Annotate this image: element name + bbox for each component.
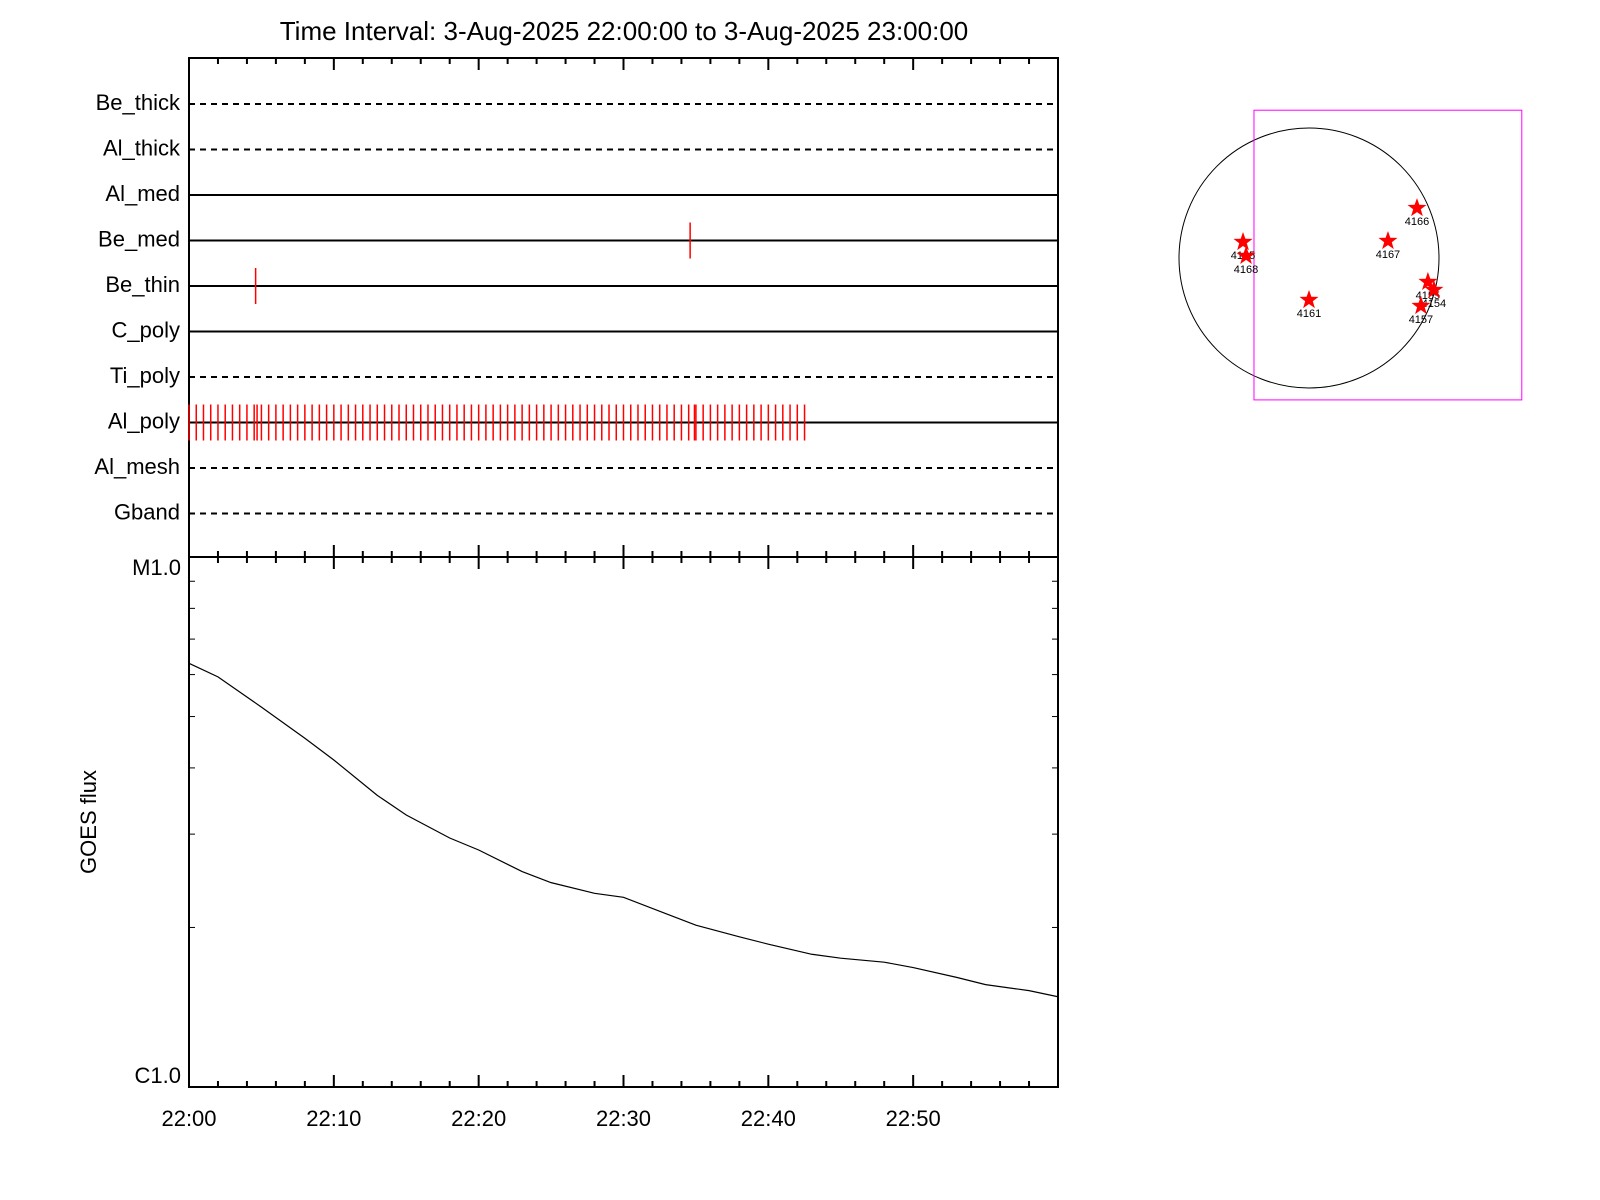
row-label: Be_thin (105, 272, 180, 297)
x-tick-label: 22:20 (451, 1106, 506, 1131)
y-axis-label: GOES flux (76, 770, 101, 874)
x-tick-label: 22:00 (161, 1106, 216, 1131)
goes-line (188, 662, 1059, 998)
x-tick-label: 22:40 (741, 1106, 796, 1131)
region-marker (1424, 280, 1444, 299)
x-tick-label: 22:30 (596, 1106, 651, 1131)
row-label: Al_med (105, 181, 180, 206)
region-marker (1233, 232, 1253, 251)
region-label: 4166 (1405, 216, 1429, 228)
region-label: 4167 (1376, 249, 1400, 261)
y-tick-label: C1.0 (135, 1063, 181, 1088)
field-of-view (1253, 109, 1523, 401)
region-label: 4157 (1409, 314, 1433, 326)
region-label: 4168 (1234, 264, 1258, 276)
chart-title: Time Interval: 3-Aug-2025 22:00:00 to 3-… (280, 16, 969, 46)
row-label: Gband (114, 499, 180, 524)
x-tick-label: 22:50 (886, 1106, 941, 1131)
region-label: 4161 (1297, 308, 1321, 320)
row-label: Al_mesh (94, 454, 180, 479)
row-label: Be_med (98, 226, 180, 251)
x-tick-label: 22:10 (306, 1106, 361, 1131)
row-label: Al_thick (103, 135, 181, 160)
region-marker (1236, 245, 1256, 264)
row-label: C_poly (112, 317, 180, 342)
row-label: Be_thick (96, 90, 181, 115)
region-marker (1411, 296, 1431, 315)
row-label: Ti_poly (110, 363, 180, 388)
region-label: 4154 (1422, 298, 1446, 310)
region-marker (1299, 290, 1319, 309)
y-tick-label: M1.0 (132, 555, 181, 580)
row-label: Al_poly (108, 408, 180, 433)
solar-disk (1178, 127, 1440, 389)
region-marker (1407, 198, 1427, 217)
region-marker (1418, 271, 1438, 290)
region-marker (1378, 231, 1398, 250)
